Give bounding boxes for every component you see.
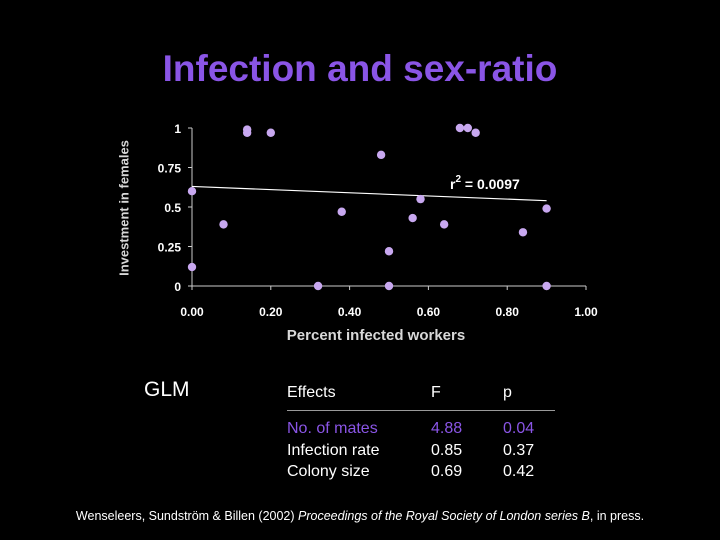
citation: Wenseleers, Sundström & Billen (2002) Pr… bbox=[0, 509, 720, 523]
r-squared-r: r bbox=[450, 176, 456, 192]
data-point bbox=[242, 128, 252, 137]
glm-label: GLM bbox=[144, 378, 190, 401]
r-squared-annotation: r2 = 0.0097 bbox=[450, 174, 520, 192]
p-column: 0.04 0.37 0.42 bbox=[503, 418, 534, 483]
y-tick-label: 0.25 bbox=[158, 241, 182, 255]
data-point bbox=[384, 281, 394, 291]
data-points bbox=[187, 123, 551, 291]
r-squared-superscript: 2 bbox=[455, 174, 461, 185]
x-axis-label: Percent infected workers bbox=[286, 327, 466, 344]
citation-journal: Proceedings of the Royal Society of Lond… bbox=[298, 509, 590, 523]
table-header-f: F bbox=[431, 384, 441, 401]
data-point bbox=[187, 262, 197, 272]
data-point bbox=[266, 128, 275, 137]
y-tick-label: 0.5 bbox=[164, 201, 181, 215]
y-tick-labels: 0 0.25 0.5 0.75 1 bbox=[158, 122, 182, 294]
x-tick-label: 0.80 bbox=[496, 305, 520, 319]
trendline bbox=[191, 185, 547, 202]
data-point bbox=[219, 220, 228, 229]
table-header-effects: Effects bbox=[287, 384, 336, 401]
x-tick-labels: 0.00 0.20 0.40 0.60 0.80 1.00 bbox=[180, 305, 598, 319]
r-squared-value: = 0.0097 bbox=[461, 176, 520, 192]
table-cell: 4.88 bbox=[431, 420, 463, 437]
citation-authors: Wenseleers, Sundström & Billen (2002) bbox=[75, 509, 299, 523]
table-cell: 0.85 bbox=[431, 441, 463, 459]
data-point bbox=[463, 123, 472, 133]
f-column: 4.88 0.85 0.69 bbox=[431, 418, 462, 483]
data-point bbox=[313, 281, 323, 291]
table-cell: 0.42 bbox=[503, 463, 535, 480]
data-point bbox=[455, 123, 465, 133]
data-point bbox=[187, 187, 197, 196]
citation-suffix: , in press. bbox=[589, 509, 645, 523]
x-tick-label: 0.00 bbox=[180, 305, 204, 319]
x-tick-label: 1.00 bbox=[574, 305, 598, 319]
data-point bbox=[542, 204, 551, 213]
table-cell: 0.04 bbox=[503, 420, 535, 437]
chart-axes bbox=[188, 127, 587, 290]
y-tick-label: 0 bbox=[174, 280, 181, 294]
x-tick-label: 0.40 bbox=[338, 305, 362, 319]
data-point bbox=[471, 128, 480, 137]
data-point bbox=[416, 194, 425, 204]
table-cell: Infection rate bbox=[287, 441, 380, 459]
y-tick-label: 0.75 bbox=[158, 162, 182, 176]
data-point bbox=[408, 213, 417, 223]
slide-title: Infection and sex-ratio bbox=[162, 48, 558, 89]
x-tick-label: 0.20 bbox=[259, 305, 283, 319]
data-point bbox=[518, 228, 528, 237]
table-cell: No. of mates bbox=[287, 420, 378, 437]
table-divider bbox=[287, 410, 555, 411]
data-point bbox=[376, 150, 386, 160]
table-cell: 0.69 bbox=[431, 463, 463, 480]
y-tick-label: 1 bbox=[174, 122, 181, 136]
table-cell: 0.37 bbox=[503, 441, 535, 459]
data-point bbox=[384, 247, 394, 256]
data-point bbox=[337, 207, 346, 216]
data-point bbox=[542, 281, 551, 291]
table-cell: Colony size bbox=[287, 463, 370, 480]
data-point bbox=[439, 220, 449, 229]
trendline-group bbox=[191, 185, 547, 202]
table-header-p: p bbox=[503, 384, 512, 401]
x-tick-label: 0.60 bbox=[417, 305, 441, 319]
effects-column: No. of mates Infection rate Colony size bbox=[287, 418, 380, 483]
